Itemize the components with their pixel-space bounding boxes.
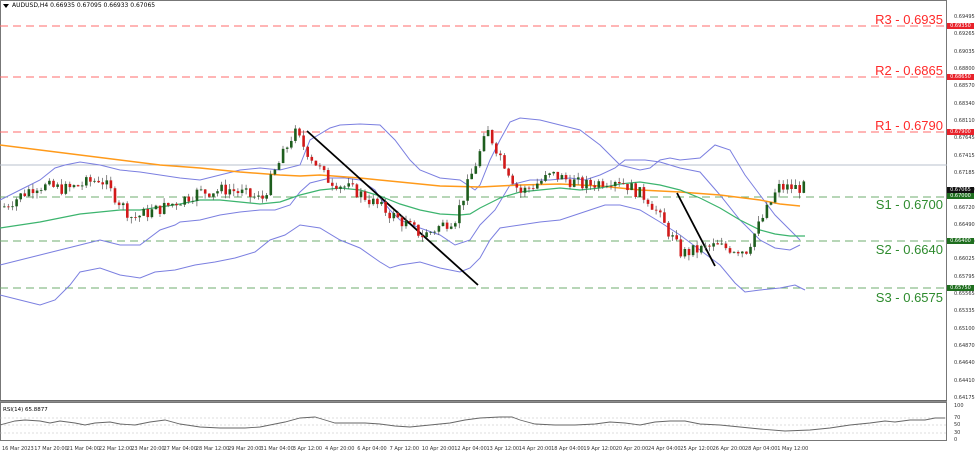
price-tick: 0.66490 bbox=[954, 221, 975, 228]
price-tick: 0.67415 bbox=[954, 152, 975, 159]
price-box-r3: 0.69350 bbox=[947, 23, 974, 29]
level-label-r1: R1 - 0.6790 bbox=[875, 118, 943, 133]
price-tick: 0.68110 bbox=[954, 117, 975, 124]
price-tick: 0.64175 bbox=[954, 395, 975, 401]
price-tick: 0.64870 bbox=[954, 343, 975, 350]
bollinger-bands bbox=[0, 117, 806, 306]
price-tick: 0.68800 bbox=[954, 65, 975, 72]
time-tick: 17 Mar 20:00 bbox=[34, 446, 68, 452]
time-tick: 28 Mar 12:00 bbox=[195, 446, 230, 452]
price-tick: 0.69265 bbox=[954, 31, 975, 38]
trendline-2 bbox=[676, 192, 716, 267]
time-tick: 24 Apr 04:00 bbox=[648, 446, 681, 452]
rsi-tick: 0 bbox=[954, 437, 958, 443]
time-tick: 3 Apr 12:00 bbox=[292, 446, 323, 452]
time-tick: 16 Mar 2023 bbox=[2, 446, 34, 452]
time-tick: 14 Apr 20:00 bbox=[518, 446, 552, 452]
rsi-label: RSI(14) 65.8877 bbox=[3, 407, 48, 413]
price-tick: 0.66720 bbox=[954, 204, 975, 211]
rsi-levels bbox=[0, 417, 947, 434]
price-box-r1: 0.67900 bbox=[947, 129, 974, 135]
trendline-1 bbox=[306, 130, 479, 286]
level-label-r2: R2 - 0.6865 bbox=[875, 63, 943, 78]
time-tick: 7 Apr 12:00 bbox=[389, 446, 420, 452]
level-label-s3: S3 - 0.6575 bbox=[875, 290, 943, 305]
candlesticks bbox=[3, 125, 806, 261]
time-tick: 1 May 12:00 bbox=[777, 446, 809, 452]
price-tick: 0.67185 bbox=[954, 169, 975, 176]
time-tick: 29 Mar 20:00 bbox=[228, 446, 262, 452]
time-tick: 23 Mar 20:00 bbox=[131, 446, 165, 452]
rsi-tick: 100 bbox=[954, 403, 964, 409]
price-tick: 0.69495 bbox=[954, 14, 975, 20]
level-label-s2: S2 - 0.6640 bbox=[875, 242, 943, 257]
price-tick: 0.65795 bbox=[954, 273, 975, 280]
price-box-r2: 0.68650 bbox=[947, 74, 974, 80]
price-box-s2: 0.66400 bbox=[947, 238, 974, 244]
time-tick: 6 Apr 04:00 bbox=[357, 446, 387, 452]
current-price-box: 0.67065 bbox=[947, 187, 974, 193]
time-tick: 27 Mar 04:00 bbox=[163, 446, 197, 452]
ma-green-line bbox=[0, 181, 805, 237]
time-tick: 10 Apr 20:00 bbox=[421, 446, 455, 452]
rsi-tick: 30 bbox=[954, 430, 961, 436]
price-tick: 0.65100 bbox=[954, 325, 975, 332]
time-tick: 4 Apr 20:00 bbox=[325, 446, 355, 452]
price-tick: 0.65335 bbox=[954, 308, 975, 315]
price-tick: 0.69035 bbox=[954, 48, 975, 55]
dropdown-triangle-icon[interactable] bbox=[3, 3, 9, 8]
time-tick: 26 Apr 20:00 bbox=[712, 446, 746, 452]
price-tick: 0.68570 bbox=[954, 83, 975, 90]
support-lines bbox=[0, 196, 947, 289]
price-tick: 0.67645 bbox=[954, 135, 975, 142]
symbol-header: AUDUSD,H4 0.66935 0.67095 0.66933 0.6706… bbox=[3, 2, 155, 9]
price-box-s3: 0.65750 bbox=[947, 285, 974, 291]
time-tick: 19 Apr 12:00 bbox=[583, 446, 616, 452]
time-tick: 22 Mar 12:00 bbox=[98, 446, 133, 452]
level-label-r3: R3 - 0.6935 bbox=[875, 12, 943, 27]
time-tick: 31 Mar 04:00 bbox=[260, 446, 294, 452]
price-tick: 0.68340 bbox=[954, 100, 975, 107]
rsi-tick: 70 bbox=[954, 415, 961, 421]
time-tick: 12 Apr 04:00 bbox=[454, 446, 487, 452]
time-tick: 21 Mar 04:00 bbox=[66, 446, 100, 452]
rsi-tick: 50 bbox=[954, 422, 961, 428]
price-tick: 0.65565 bbox=[954, 291, 975, 298]
rsi-pane-frame bbox=[0, 402, 947, 441]
price-tick: 0.64410 bbox=[954, 377, 975, 384]
time-tick: 20 Apr 20:00 bbox=[615, 446, 649, 452]
rsi-line bbox=[0, 416, 945, 432]
time-tick: 18 Apr 04:00 bbox=[551, 446, 584, 452]
main-pane-frame bbox=[0, 0, 947, 401]
time-tick: 28 Apr 04:00 bbox=[744, 446, 778, 452]
price-tick: 0.66025 bbox=[954, 256, 975, 263]
price-box-s1: 0.67000 bbox=[947, 193, 974, 199]
ohlc-values: 0.66935 0.67095 0.66933 0.67065 bbox=[50, 2, 156, 9]
resistance-lines bbox=[0, 25, 947, 133]
symbol-label: AUDUSD,H4 bbox=[12, 2, 49, 9]
price-tick: 0.64640 bbox=[954, 360, 975, 367]
time-tick: 13 Apr 12:00 bbox=[486, 446, 520, 452]
level-label-s1: S1 - 0.6700 bbox=[875, 197, 943, 212]
ma-orange-line bbox=[0, 144, 801, 207]
time-tick: 25 Apr 12:00 bbox=[680, 446, 713, 452]
